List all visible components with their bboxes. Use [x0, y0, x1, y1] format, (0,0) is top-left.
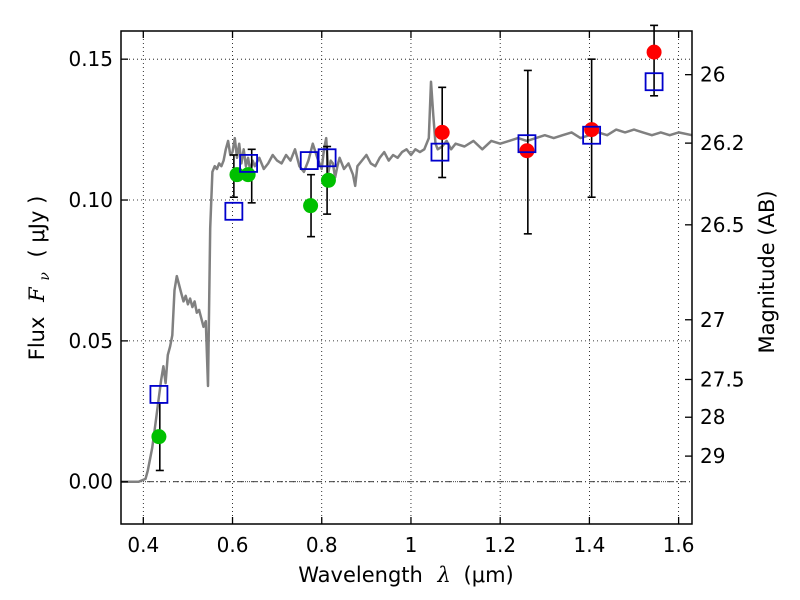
right-tick-label: 29: [700, 444, 725, 468]
y-tick-label: 0.00: [68, 470, 113, 494]
x-tick-label: 1.2: [484, 533, 516, 557]
x-tick-label: 1.6: [663, 533, 695, 557]
right-tick-label: 28: [700, 405, 725, 429]
y-tick-label: 0.15: [68, 47, 113, 71]
green-data-point: [240, 167, 256, 183]
right-axis-ticks: 26 26.2 26.5 27 27.5 28 29: [685, 63, 745, 468]
right-tick-label: 26.5: [700, 213, 745, 237]
data-point-layer: [151, 44, 662, 445]
grid-lines: [121, 31, 692, 524]
green-data-point: [151, 429, 167, 445]
model-box-marker: [582, 125, 602, 145]
model-sed-line: [121, 80, 693, 483]
x-tick-label: 1: [405, 533, 418, 557]
x-axis-label: Wavelength λ (μm): [298, 563, 513, 587]
model-box-marker: [239, 154, 258, 173]
x-tick-label: 0.8: [306, 533, 338, 557]
y-axis-label: Flux F ν ( μJy ): [25, 196, 54, 361]
model-box-marker: [644, 72, 664, 92]
x-tick-label: 0.4: [127, 533, 159, 557]
errorbar-layer: [155, 24, 659, 472]
model-box-marker: [149, 385, 169, 404]
right-axis-label: Magnitude (AB): [755, 190, 779, 353]
model-box-layer: [149, 72, 664, 404]
plot-frame: [120, 30, 693, 525]
red-data-point: [646, 44, 662, 60]
model-sed-layer: [121, 80, 693, 483]
model-box-marker: [517, 134, 537, 154]
y-axis-ticks: 0.00 0.05 0.10 0.15: [68, 47, 128, 494]
x-tick-label: 1.4: [573, 533, 605, 557]
model-box-marker: [317, 148, 337, 168]
red-data-point: [434, 124, 450, 140]
x-tick-label: 0.6: [217, 533, 249, 557]
x-axis-ticks: 0.4 0.6 0.8 1 1.2 1.4 1.6: [127, 31, 695, 557]
model-box-marker: [430, 142, 450, 162]
y-tick-label: 0.10: [68, 188, 113, 212]
right-tick-label: 27.5: [700, 367, 745, 391]
green-data-point: [303, 198, 319, 214]
red-data-point: [584, 122, 600, 138]
right-tick-label: 26.2: [700, 131, 745, 155]
green-data-point: [320, 172, 336, 188]
right-tick-label: 27: [700, 308, 725, 332]
model-box-marker: [224, 201, 244, 221]
y-tick-label: 0.05: [68, 329, 113, 353]
right-tick-label: 26: [700, 63, 725, 87]
red-data-point: [519, 143, 535, 159]
